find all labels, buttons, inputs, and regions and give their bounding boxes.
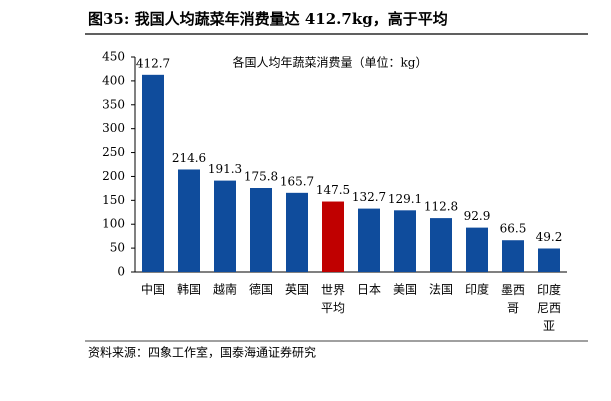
value-label: 412.7 [136,56,170,70]
chart-title: 各国人均年蔬菜消费量（单位：kg） [233,55,428,70]
bar [214,180,236,272]
bar [394,210,416,272]
value-label: 165.7 [280,174,314,188]
y-tick-label: 350 [102,97,125,111]
y-tick-label: 0 [117,265,125,279]
x-tick-label: 美国 [393,283,417,297]
x-tick-label: 墨西哥 [501,283,525,315]
x-tick-label: 印度尼西亚 [537,282,561,333]
y-tick-label: 50 [110,241,125,255]
value-label: 132.7 [352,190,386,204]
bar [538,248,560,272]
y-tick-label: 250 [102,145,125,159]
value-label: 49.2 [536,230,563,244]
value-label: 66.5 [500,222,527,236]
bar [502,240,524,272]
x-tick-label: 德国 [249,282,273,297]
value-label: 147.5 [316,183,350,197]
x-tick-label: 韩国 [177,282,201,297]
bar [466,227,488,272]
value-label: 191.3 [208,162,242,176]
x-tick-label: 世界平均 [321,283,345,315]
y-tick-label: 450 [102,50,125,64]
y-tick-label: 200 [102,169,125,183]
y-tick-label: 300 [102,121,125,135]
y-tick-label: 150 [102,193,125,207]
value-label: 175.8 [244,170,278,184]
bar [142,74,164,273]
bar [178,169,200,272]
bar [322,201,344,272]
x-tick-label: 日本 [357,283,381,297]
value-label: 129.1 [388,192,422,206]
x-tick-label: 中国 [141,282,165,297]
x-tick-label: 越南 [213,282,237,297]
figure-title: 图35: 我国人均蔬菜年消费量达 412.7kg，高于平均 [88,10,448,28]
value-label: 112.8 [424,200,458,214]
bar [286,192,308,272]
bar [358,208,380,272]
x-tick-label: 英国 [285,283,309,297]
y-tick-label: 100 [102,217,125,231]
x-tick-label: 法国 [429,283,453,297]
bar [430,218,452,272]
value-label: 214.6 [172,151,206,165]
bar [250,188,272,272]
source: 资料来源：四象工作室，国泰海通证券研究 [88,345,316,360]
x-tick-label: 印度 [465,282,489,297]
y-tick-label: 400 [102,73,125,87]
value-label: 92.9 [464,209,491,223]
